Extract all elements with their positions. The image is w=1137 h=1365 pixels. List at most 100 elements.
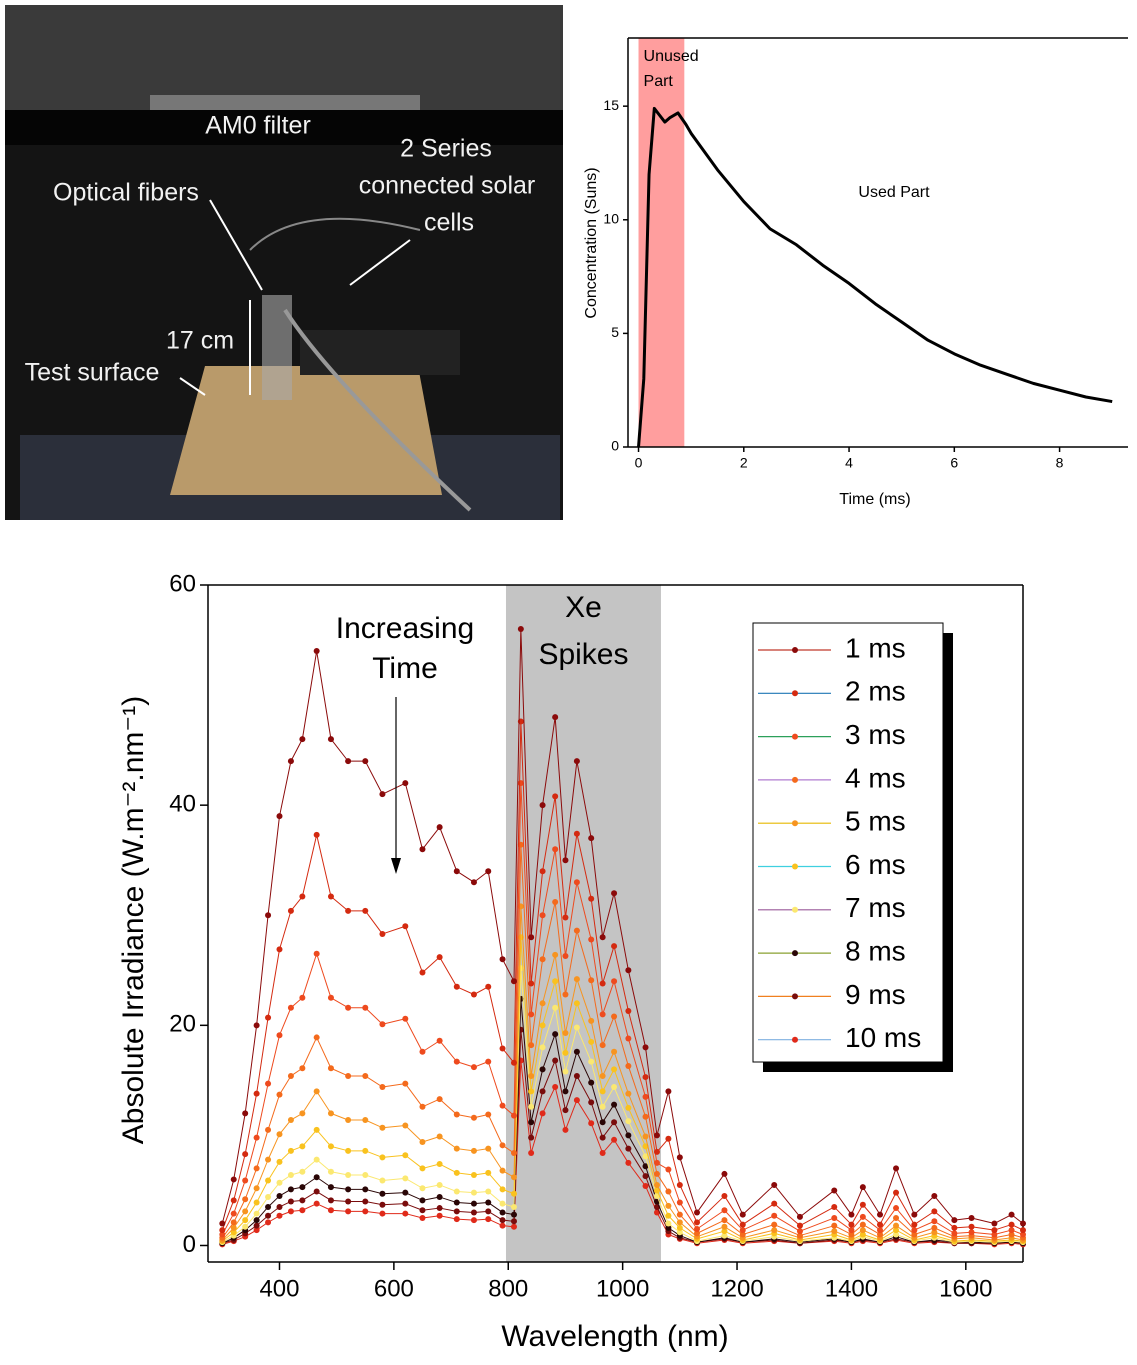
data-point (510, 978, 517, 985)
data-point (653, 1181, 660, 1188)
data-point (453, 1058, 460, 1065)
data-point (676, 1229, 683, 1236)
data-point (665, 1188, 672, 1195)
photo-label: Optical fibers (53, 179, 199, 207)
data-point (562, 857, 569, 864)
data-point (676, 1211, 683, 1218)
data-point (721, 1217, 728, 1224)
data-point (1020, 1227, 1026, 1234)
x-tick-label: 2 (740, 455, 748, 471)
data-point (517, 626, 524, 633)
data-point (287, 1072, 294, 1079)
data-point (470, 1147, 477, 1154)
y-tick-label: 5 (611, 324, 619, 340)
data-point (436, 1181, 443, 1188)
y-tick-label: 10 (603, 210, 619, 226)
data-point (528, 1042, 535, 1049)
data-point (599, 1088, 606, 1095)
data-point (573, 976, 580, 983)
data-point (721, 1228, 728, 1235)
data-point (877, 1221, 884, 1228)
data-point (552, 793, 559, 800)
y-axis-label: Absolute Irradiance (W.m⁻².nm⁻¹) (117, 696, 150, 1144)
data-point (859, 1184, 866, 1191)
data-point (739, 1231, 746, 1238)
chart: Unused Part 0 2 4 6 8 0 5 10 15 Time (ms) Concentrat… (583, 37, 1128, 508)
data-point (453, 1169, 460, 1176)
data-point (859, 1231, 866, 1238)
data-point (265, 1177, 272, 1184)
data-point (276, 1158, 283, 1165)
data-point (573, 758, 580, 765)
data-point (419, 1048, 426, 1055)
data-point (539, 1000, 546, 1007)
photo-label: cells (424, 209, 474, 237)
data-point (419, 1165, 426, 1172)
data-point (345, 1072, 352, 1079)
data-point (287, 907, 294, 914)
data-point (402, 1210, 409, 1217)
data-point (951, 1224, 958, 1231)
data-point (419, 1207, 426, 1214)
data-point (893, 1222, 900, 1229)
data-point (230, 1229, 237, 1236)
data-point (313, 1200, 320, 1207)
data-point (345, 907, 352, 914)
shaded-region (638, 38, 685, 447)
data-point (313, 1034, 320, 1041)
legend-marker (792, 820, 798, 827)
data-point (665, 1135, 672, 1142)
data-point (625, 1104, 632, 1111)
data-point (642, 1133, 649, 1140)
data-point (1008, 1221, 1015, 1228)
legend-label: 6 ms (845, 849, 906, 880)
data-point (539, 1088, 546, 1095)
data-point (625, 1008, 632, 1015)
data-point (991, 1220, 998, 1227)
data-point (362, 1198, 369, 1205)
y-tick-label: 0 (183, 1231, 196, 1258)
legend-label: 3 ms (845, 719, 906, 750)
photo-filter (150, 95, 420, 113)
data-point (419, 1214, 426, 1221)
data-point (253, 1210, 260, 1217)
data-point (242, 1177, 249, 1184)
data-point (299, 1207, 306, 1214)
data-point (676, 1224, 683, 1231)
data-point (313, 950, 320, 957)
series-line (222, 998, 1024, 1244)
data-point (253, 1090, 260, 1097)
data-point (230, 1219, 237, 1226)
data-point (588, 977, 595, 984)
data-point (253, 1185, 260, 1192)
data-point (599, 1150, 606, 1157)
data-point (528, 1072, 535, 1079)
data-point (611, 943, 618, 950)
data-point (877, 1231, 884, 1238)
data-point (327, 1168, 334, 1175)
data-point (625, 1145, 632, 1152)
data-point (419, 1103, 426, 1110)
data-point (485, 1111, 492, 1118)
data-point (402, 1015, 409, 1022)
data-point (219, 1231, 226, 1238)
x-tick-label: 600 (374, 1276, 414, 1303)
data-point (642, 1173, 649, 1180)
data-point (485, 1188, 492, 1195)
data-point (470, 879, 477, 886)
data-point (265, 1203, 272, 1210)
data-point (299, 1197, 306, 1204)
data-point (287, 1004, 294, 1011)
data-point (499, 1217, 506, 1224)
data-point (848, 1231, 855, 1238)
data-point (611, 1136, 618, 1143)
data-point (265, 1080, 272, 1087)
data-point (470, 1114, 477, 1121)
data-point (242, 1217, 249, 1224)
data-point (276, 1091, 283, 1098)
data-point (313, 831, 320, 838)
data-point (528, 1088, 535, 1095)
data-point (327, 736, 334, 743)
data-point (362, 1186, 369, 1193)
data-point (219, 1227, 226, 1234)
